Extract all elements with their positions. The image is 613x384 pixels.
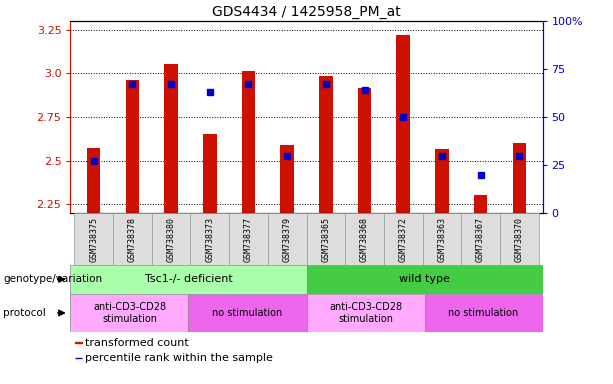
Bar	[424, 294, 543, 332]
Bar	[229, 213, 268, 265]
Text: GSM738373: GSM738373	[205, 217, 215, 262]
Bar	[126, 79, 139, 213]
Text: GSM738370: GSM738370	[515, 217, 524, 262]
Text: Tsc1-/- deficient: Tsc1-/- deficient	[145, 274, 232, 285]
Text: GSM738372: GSM738372	[398, 217, 408, 262]
Text: percentile rank within the sample: percentile rank within the sample	[85, 353, 273, 363]
Bar	[70, 265, 306, 294]
Bar	[70, 294, 189, 332]
Text: genotype/variation: genotype/variation	[3, 274, 102, 285]
Bar	[306, 213, 345, 265]
Text: GSM738368: GSM738368	[360, 217, 369, 262]
Text: GSM738375: GSM738375	[89, 217, 98, 262]
Bar	[474, 195, 487, 213]
Bar	[435, 149, 449, 213]
Bar	[242, 71, 255, 213]
Bar	[345, 213, 384, 265]
Bar	[113, 213, 152, 265]
Text: transformed count: transformed count	[85, 338, 188, 348]
Text: no stimulation: no stimulation	[212, 308, 283, 318]
Bar	[461, 213, 500, 265]
Text: GSM738379: GSM738379	[283, 217, 292, 262]
Text: no stimulation: no stimulation	[448, 308, 519, 318]
Text: anti-CD3-CD28
stimulation: anti-CD3-CD28 stimulation	[329, 302, 402, 324]
Text: anti-CD3-CD28
stimulation: anti-CD3-CD28 stimulation	[93, 302, 166, 324]
Bar	[191, 213, 229, 265]
Bar	[152, 213, 191, 265]
Bar	[74, 213, 113, 265]
Bar	[164, 64, 178, 213]
Bar	[280, 145, 294, 213]
Bar	[306, 265, 543, 294]
Bar	[319, 76, 333, 213]
Bar	[358, 88, 371, 213]
Bar	[422, 213, 461, 265]
Text: protocol: protocol	[3, 308, 46, 318]
Title: GDS4434 / 1425958_PM_at: GDS4434 / 1425958_PM_at	[212, 5, 401, 19]
Text: GSM738363: GSM738363	[438, 217, 446, 262]
Text: GSM738365: GSM738365	[321, 217, 330, 262]
Bar	[75, 342, 82, 343]
Bar	[397, 35, 410, 213]
Bar	[306, 294, 424, 332]
Text: GSM738380: GSM738380	[167, 217, 175, 262]
Bar	[268, 213, 306, 265]
Text: GSM738378: GSM738378	[128, 217, 137, 262]
Bar	[512, 143, 526, 213]
Bar	[87, 148, 101, 213]
Bar	[189, 294, 306, 332]
Text: GSM738377: GSM738377	[244, 217, 253, 262]
Bar	[203, 134, 216, 213]
Bar	[384, 213, 422, 265]
Bar	[500, 213, 539, 265]
Text: GSM738367: GSM738367	[476, 217, 485, 262]
Text: wild type: wild type	[399, 274, 450, 285]
